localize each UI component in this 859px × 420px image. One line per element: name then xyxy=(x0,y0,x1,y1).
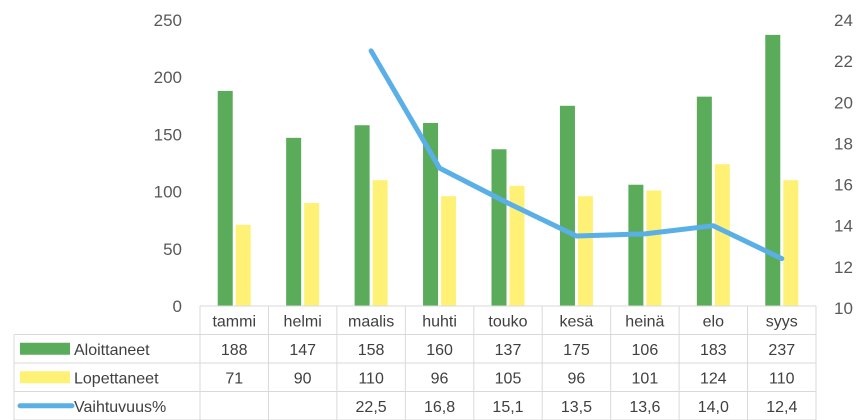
aloittaneet-bar xyxy=(696,96,712,306)
lopettaneet-bar xyxy=(577,196,593,306)
legend-label: Lopettaneet xyxy=(74,370,159,387)
data-label: 110 xyxy=(358,370,384,387)
aloittaneet-bar xyxy=(765,34,781,306)
left-axis-tick-label: 50 xyxy=(163,240,182,259)
left-axis-tick-label: 250 xyxy=(154,11,182,30)
data-label: 188 xyxy=(221,342,248,359)
vaihtuvuus-line xyxy=(368,48,785,262)
legend-label: Vaihtuvuus% xyxy=(74,399,166,416)
aloittaneet-bar xyxy=(354,125,370,306)
legend-key-aloittaneet xyxy=(20,342,70,355)
right-axis-tick-label: 20 xyxy=(834,93,853,112)
data-label: 14,0 xyxy=(698,399,729,416)
lopettaneet-bar xyxy=(235,224,251,306)
data-label: 96 xyxy=(568,370,586,387)
data-label: 101 xyxy=(632,370,659,387)
right-axis-tick-label: 12 xyxy=(834,258,853,277)
data-label: 96 xyxy=(431,370,449,387)
data-label: 22,5 xyxy=(356,399,387,416)
lopettaneet-bar xyxy=(441,196,457,306)
data-label: 13,5 xyxy=(561,399,592,416)
category-label: maalis xyxy=(348,313,394,330)
aloittaneet-bar xyxy=(286,137,302,306)
data-label: 15,1 xyxy=(492,399,523,416)
lopettaneet-bar xyxy=(509,185,525,306)
left-axis-tick-label: 100 xyxy=(154,183,182,202)
data-label: 105 xyxy=(495,370,522,387)
legend-label: Aloittaneet xyxy=(74,342,150,359)
category-label: tammi xyxy=(212,313,256,330)
right-axis-tick-label: 14 xyxy=(834,217,853,236)
data-label: 13,6 xyxy=(629,399,660,416)
right-axis-tick-label: 24 xyxy=(834,11,853,30)
data-label: 124 xyxy=(700,370,727,387)
category-label: kesä xyxy=(560,313,594,330)
category-label: huhti xyxy=(422,313,457,330)
lopettaneet-bar xyxy=(372,180,388,306)
right-axis-tick-label: 10 xyxy=(834,299,853,318)
data-label: 71 xyxy=(225,370,243,387)
data-label: 158 xyxy=(358,342,385,359)
aloittaneet-bar xyxy=(423,122,439,307)
aloittaneet-bar xyxy=(559,105,575,306)
data-label: 147 xyxy=(289,342,316,359)
lopettaneet-bar xyxy=(714,164,730,306)
data-label: 137 xyxy=(495,342,522,359)
data-label: 183 xyxy=(700,342,727,359)
lopettaneet-bar xyxy=(646,190,662,306)
data-label: 16,8 xyxy=(424,399,455,416)
category-label: touko xyxy=(488,313,527,330)
category-label: elo xyxy=(703,313,724,330)
aloittaneet-bar xyxy=(217,90,233,306)
aloittaneet-bar xyxy=(628,184,644,306)
data-label: 175 xyxy=(563,342,590,359)
category-label: heinä xyxy=(625,313,664,330)
category-label: syys xyxy=(766,313,798,330)
data-label: 160 xyxy=(426,342,453,359)
left-axis-tick-label: 0 xyxy=(173,297,182,316)
data-label: 106 xyxy=(632,342,659,359)
data-label: 12,4 xyxy=(766,399,797,416)
left-axis-tick-label: 200 xyxy=(154,68,182,87)
left-axis-tick-label: 150 xyxy=(154,125,182,144)
lopettaneet-bar xyxy=(304,203,320,306)
data-label: 110 xyxy=(769,370,795,387)
lopettaneet-bar xyxy=(783,180,799,306)
right-axis-tick-label: 22 xyxy=(834,52,853,71)
data-label: 237 xyxy=(768,342,795,359)
legend-key-lopettaneet xyxy=(20,371,70,384)
right-axis-tick-label: 16 xyxy=(834,176,853,195)
category-label: helmi xyxy=(284,313,322,330)
aloittaneet-bar xyxy=(491,149,507,306)
data-label: 90 xyxy=(294,370,312,387)
right-axis-tick-label: 18 xyxy=(834,134,853,153)
